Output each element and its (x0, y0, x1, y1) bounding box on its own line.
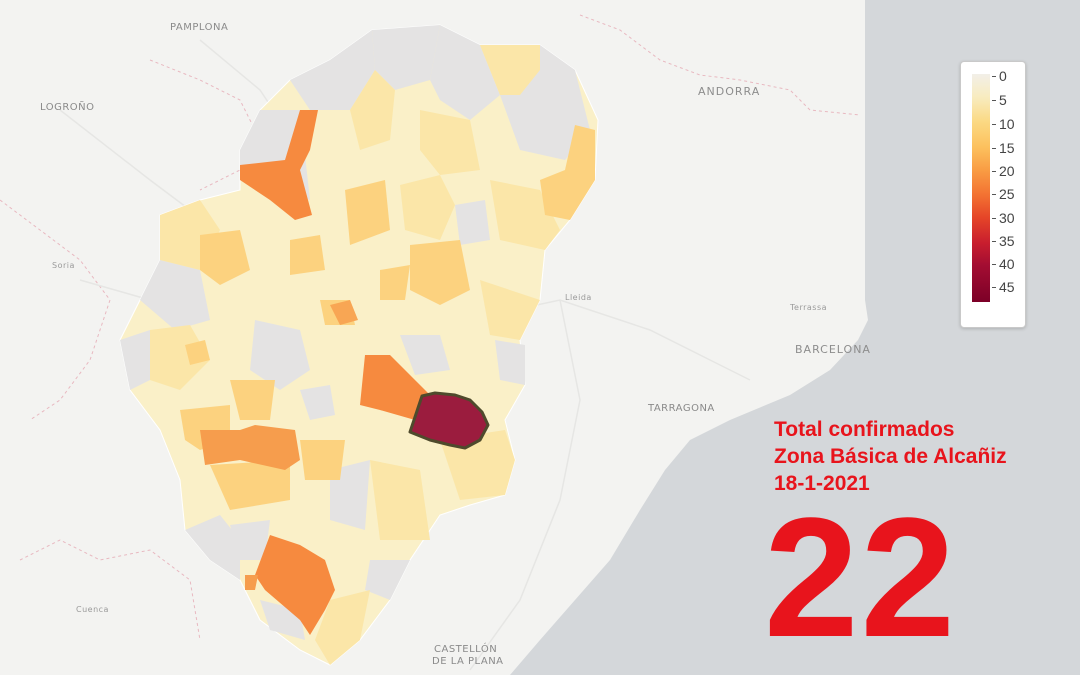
zone-yellow (480, 280, 540, 340)
caption-zone: Zona Básica de Alcañiz (774, 445, 1007, 468)
legend-tick-label: 30 (999, 210, 1015, 226)
color-legend: 0 5 10 15 20 25 30 35 40 45 (960, 61, 1026, 328)
legend-tick-label: 15 (999, 140, 1015, 156)
legend-tick-label: 35 (999, 233, 1015, 249)
zone-grey (290, 30, 375, 110)
sea (510, 0, 1080, 675)
zone-alcaniz-highlight (408, 391, 490, 450)
zone-gold (380, 265, 410, 300)
zone-grey (455, 200, 490, 245)
zone-gold (185, 340, 210, 365)
zone-gold (345, 180, 390, 245)
zone-yellow (350, 70, 395, 150)
zone-gold (200, 230, 250, 285)
confirmed-count: 22 (764, 483, 958, 673)
zone-yellow (480, 45, 540, 95)
city-label-barcelona: BARCELONA (795, 343, 871, 356)
zone-grey (230, 520, 270, 560)
caption-title: Total confirmados (774, 418, 955, 441)
regional-border (0, 199, 111, 421)
zone-orange (360, 355, 430, 420)
city-label-castellon-2: DE LA PLANA (432, 656, 504, 667)
legend-tick-label: 25 (999, 186, 1015, 202)
regional-border (149, 59, 261, 191)
regional-border (19, 539, 201, 641)
zone-orange (200, 425, 300, 470)
legend-tick-label: 5 (999, 92, 1007, 108)
city-label-logrono: LOGROÑO (40, 100, 95, 113)
city-label-pamplona: PAMPLONA (170, 22, 228, 33)
zone-gold (230, 380, 275, 420)
zone-grey (140, 260, 210, 330)
zone-grey (365, 560, 410, 600)
legend-color-bar (972, 74, 990, 302)
zone-yellow (315, 590, 370, 665)
zone-grey (300, 385, 335, 420)
zone-orange (255, 535, 335, 635)
zone-yellow (370, 460, 430, 540)
zone-grey (185, 515, 240, 580)
zone-orange (240, 110, 318, 220)
city-label-andorra: ANDORRA (698, 85, 760, 98)
legend-tick-label: 45 (999, 279, 1015, 295)
caption-date: 18-1-2021 (774, 472, 870, 495)
zone-yellow (420, 110, 480, 175)
zone-gold (410, 240, 470, 305)
zone-grey (430, 25, 500, 120)
city-label-tarragona: TARRAGONA (647, 403, 715, 414)
legend-tick-label: 40 (999, 256, 1015, 272)
zone-gold (540, 125, 595, 220)
city-label-cuenca: Cuenca (76, 605, 109, 614)
zone-grey (372, 25, 440, 90)
city-label-lleida: Lleida (565, 293, 592, 302)
zone-yellow (150, 325, 210, 390)
zone-gold (300, 440, 345, 480)
caption: Total confirmados Zona Básica de Alcañiz… (774, 416, 1007, 497)
city-label-soria: Soria (52, 261, 75, 270)
legend-tick-label: 20 (999, 163, 1015, 179)
zone-gold (290, 235, 325, 275)
legend-tick-label: 0 (999, 68, 1007, 84)
zone-yellow (400, 175, 455, 240)
zone-grey (120, 330, 150, 390)
zone-grey (495, 340, 525, 385)
zone-gold (210, 460, 290, 510)
legend-tick-label: 10 (999, 116, 1015, 132)
zone-grey (400, 335, 450, 375)
zone-orange (245, 575, 258, 590)
zone-grey (250, 320, 310, 390)
city-label-castellon: CASTELLÓN (434, 642, 497, 655)
road (469, 299, 581, 671)
zone-orange (330, 300, 358, 325)
city-label-terrassa: Terrassa (789, 303, 827, 312)
